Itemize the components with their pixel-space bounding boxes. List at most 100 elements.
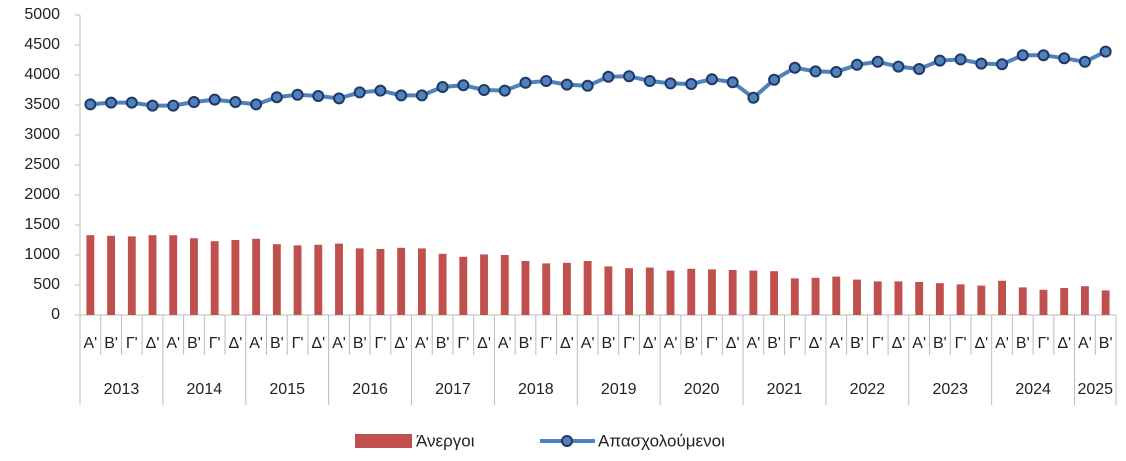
x-tick-label: Δ'	[146, 335, 160, 352]
x-tick-label: Γ'	[789, 335, 801, 352]
year-label: 2021	[767, 381, 803, 398]
bar	[935, 283, 944, 315]
x-tick-label: Α'	[664, 335, 678, 352]
legend-swatch	[355, 434, 412, 448]
x-tick-label: Γ'	[209, 335, 221, 352]
line-marker	[250, 98, 263, 111]
line-marker	[478, 84, 491, 96]
bar	[1060, 288, 1069, 315]
bar	[832, 276, 841, 315]
x-tick-label: Α'	[83, 335, 97, 352]
x-tick-label: Α'	[415, 335, 429, 352]
x-tick-label: Δ'	[643, 335, 657, 352]
bar	[397, 247, 406, 315]
x-tick-label: Γ'	[872, 335, 884, 352]
y-tick-label: 2500	[24, 156, 60, 173]
line-marker	[1099, 45, 1112, 58]
bar	[770, 271, 779, 315]
legend-marker	[561, 435, 573, 447]
line-marker	[498, 84, 511, 97]
bar	[169, 235, 178, 315]
x-tick-label: Β'	[1099, 335, 1113, 352]
line-marker	[788, 61, 801, 74]
bar	[521, 261, 530, 315]
bar	[915, 282, 924, 315]
x-tick-label: Δ'	[1057, 335, 1071, 352]
x-tick-label: Β'	[187, 335, 201, 352]
bar	[956, 284, 965, 315]
line-marker	[1016, 49, 1029, 62]
x-tick-label: Α'	[581, 335, 595, 352]
x-tick-label: Γ'	[1038, 335, 1050, 352]
bar	[127, 236, 136, 315]
bar	[894, 281, 903, 315]
x-tick-label: Β'	[1016, 335, 1030, 352]
line-marker	[871, 55, 884, 68]
x-tick-label: Α'	[912, 335, 926, 352]
x-tick-label: Β'	[519, 335, 533, 352]
x-tick-label: Δ'	[560, 335, 574, 352]
year-label: 2020	[684, 381, 720, 398]
bar	[417, 248, 426, 315]
y-tick-label: 3500	[24, 96, 60, 113]
bar	[728, 270, 737, 315]
year-label: 2025	[1077, 381, 1113, 398]
bar	[583, 261, 592, 315]
line-marker	[623, 70, 636, 83]
line-marker	[768, 73, 781, 86]
line-marker	[187, 96, 200, 108]
y-tick-label: 1500	[24, 216, 60, 233]
y-tick-label: 5000	[24, 6, 60, 23]
y-tick-label: 3000	[24, 126, 60, 143]
line-marker	[436, 81, 449, 93]
bar	[335, 243, 343, 315]
x-tick-label: Δ'	[809, 335, 823, 352]
bar	[314, 244, 323, 315]
x-tick-label: Α'	[498, 335, 512, 352]
line-marker	[270, 91, 283, 104]
line-marker	[892, 60, 905, 73]
line-marker	[996, 58, 1009, 71]
year-label: 2013	[104, 381, 140, 398]
year-label: 2017	[435, 381, 471, 398]
x-tick-label: Α'	[747, 335, 761, 352]
year-label: 2019	[601, 381, 637, 398]
x-tick-label: Γ'	[126, 335, 138, 352]
line-marker	[809, 65, 822, 78]
bar	[790, 278, 799, 315]
line-marker	[705, 73, 718, 86]
year-label: 2023	[932, 381, 968, 398]
bar	[210, 241, 219, 315]
line-marker	[851, 58, 863, 71]
year-label: 2015	[269, 381, 305, 398]
bar	[376, 249, 385, 315]
x-tick-label: Α'	[332, 335, 346, 352]
legend-label: Απασχολούμενοι	[598, 431, 725, 450]
x-tick-label: Δ'	[974, 335, 988, 352]
line-marker	[1078, 55, 1091, 68]
line-marker	[913, 63, 926, 75]
x-tick-label: Β'	[767, 335, 781, 352]
x-tick-label: Γ'	[955, 335, 967, 352]
y-tick-label: 4500	[24, 36, 60, 53]
line-marker	[84, 98, 97, 111]
y-tick-label: 1000	[24, 246, 60, 263]
x-tick-label: Δ'	[394, 335, 408, 352]
line-marker	[726, 76, 739, 89]
bar	[1039, 289, 1048, 315]
bar	[708, 269, 716, 315]
line-marker	[954, 53, 967, 66]
bar	[998, 280, 1006, 315]
bar	[645, 267, 654, 315]
line-marker	[1037, 49, 1050, 62]
line-marker	[830, 66, 843, 78]
line-marker	[333, 92, 345, 105]
line-marker	[602, 70, 615, 83]
x-tick-label: Δ'	[229, 335, 243, 352]
line-marker	[208, 93, 221, 106]
bar	[542, 263, 551, 315]
bar	[272, 244, 281, 315]
line-marker	[643, 75, 656, 87]
bar	[977, 285, 986, 315]
